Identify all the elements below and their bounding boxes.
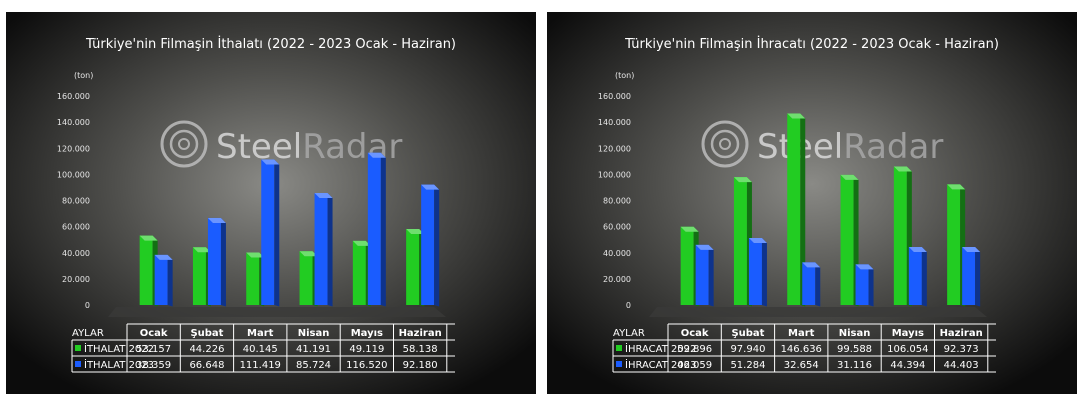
import-bar-2023-1 [154,254,173,307]
watermark-text: SteelRadar [757,127,943,167]
steelradar-watermark: SteelRadar [160,120,402,168]
watermark-logo-icon [160,120,208,168]
data-value-label: 49.119 [349,344,384,355]
table-header-months: AYLAR [613,328,645,339]
data-value-label: 85.724 [296,360,331,371]
category-label: Haziran [399,328,442,339]
y-unit-label: (ton) [615,71,634,80]
data-value-label: 53.157 [136,344,171,355]
chart-floor [649,307,987,317]
import-chart-panel: Türkiye'nin Filmaşin İthalatı (2022 - 20… [6,12,536,394]
category-label: Mayıs [892,328,924,339]
import-chart: Türkiye'nin Filmaşin İthalatı (2022 - 20… [6,12,536,394]
data-value-label: 44.226 [189,344,224,355]
legend-entry: İHRACAT 2022 [625,342,696,355]
table-header-months: AYLAR [72,328,104,339]
watermark-logo-icon [701,120,749,168]
y-tick-label: 160.000 [57,92,90,101]
legend-entry: İHRACAT 2023 [625,358,696,371]
legend-swatch [616,361,622,367]
y-tick-label: 100.000 [598,170,631,179]
data-value-label: 38.359 [136,360,171,371]
export-bar-2023-3 [802,262,821,307]
y-tick-label: 60.000 [62,223,90,232]
category-label: Nisan [298,328,330,339]
category-label: Ocak [681,328,709,339]
export-bar-2022-3 [787,113,806,307]
data-table: AYLAR Ocak Şubat Mart Nisan Mayıs Haziran İHRAC… [612,323,996,373]
import-bar-2023-6 [421,184,440,307]
chart-floor [108,307,446,317]
data-value-label: 92.180 [403,360,438,371]
data-value-label: 46.059 [677,360,712,371]
data-value-label: 51.284 [730,360,765,371]
chart-background [547,12,1077,394]
export-bar-2023-5 [908,247,927,307]
y-tick-label: 140.000 [598,118,631,127]
export-chart: Türkiye'nin Filmaşin İhracatı (2022 - 20… [547,12,1077,394]
export-bar-2023-2 [748,238,767,307]
y-tick-label: 20.000 [603,275,631,284]
import-bar-2023-2 [207,217,226,307]
legend-entry: İTHALAT 2022 [84,342,154,355]
export-bar-2023-1 [695,244,714,307]
category-label: Mart [247,328,274,339]
category-label: Mayıs [351,328,383,339]
data-value-label: 111.419 [240,360,281,371]
chart-title: Türkiye'nin Filmaşin İthalatı (2022 - 20… [85,36,456,52]
data-value-label: 40.145 [243,344,278,355]
data-table: AYLAR Ocak Şubat Mart Nisan Mayıs Haziran İTHAL… [71,323,455,373]
import-bar-2023-4 [314,193,333,307]
data-value-label: 44.394 [890,360,925,371]
category-label: Şubat [190,328,223,339]
legend-swatch [75,345,81,351]
data-value-label: 106.054 [887,344,928,355]
chart-title: Türkiye'nin Filmaşin İhracatı (2022 - 20… [624,36,999,52]
y-tick-label: 160.000 [598,92,631,101]
data-value-label: 97.940 [730,344,765,355]
legend-swatch [75,361,81,367]
y-tick-label: 80.000 [62,197,90,206]
data-value-label: 92.373 [944,344,979,355]
y-tick-label: 20.000 [62,275,90,284]
data-value-label: 99.588 [837,344,872,355]
y-tick-label: 120.000 [598,144,631,153]
legend-swatch [616,345,622,351]
y-tick-label: 80.000 [603,197,631,206]
export-bar-2022-4 [840,174,859,307]
category-label: Haziran [940,328,983,339]
export-bar-2023-6 [962,246,981,307]
y-unit-label: (ton) [74,71,93,80]
y-tick-label: 120.000 [57,144,90,153]
steelradar-watermark: SteelRadar [701,120,943,168]
data-value-label: 32.654 [784,360,819,371]
data-value-label: 44.403 [944,360,979,371]
y-tick-label: 0 [85,301,90,310]
y-tick-label: 140.000 [57,118,90,127]
import-bar-2023-5 [367,152,386,307]
y-tick-label: 60.000 [603,223,631,232]
y-tick-label: 40.000 [603,249,631,258]
data-value-label: 116.520 [346,360,387,371]
category-label: Ocak [140,328,168,339]
export-chart-panel: Türkiye'nin Filmaşin İhracatı (2022 - 20… [547,12,1077,394]
export-bar-2023-4 [855,264,874,307]
data-value-label: 59.896 [677,344,712,355]
data-value-label: 146.636 [781,344,822,355]
data-value-label: 41.191 [296,344,331,355]
legend-entry: İTHALAT 2023 [84,358,154,371]
category-label: Şubat [731,328,764,339]
y-tick-label: 0 [626,301,631,310]
category-label: Mart [788,328,815,339]
data-value-label: 58.138 [403,344,438,355]
data-value-label: 66.648 [189,360,224,371]
y-tick-label: 40.000 [62,249,90,258]
category-label: Nisan [839,328,871,339]
data-value-label: 31.116 [837,360,872,371]
y-tick-label: 100.000 [57,170,90,179]
import-bar-2023-3 [261,159,280,307]
